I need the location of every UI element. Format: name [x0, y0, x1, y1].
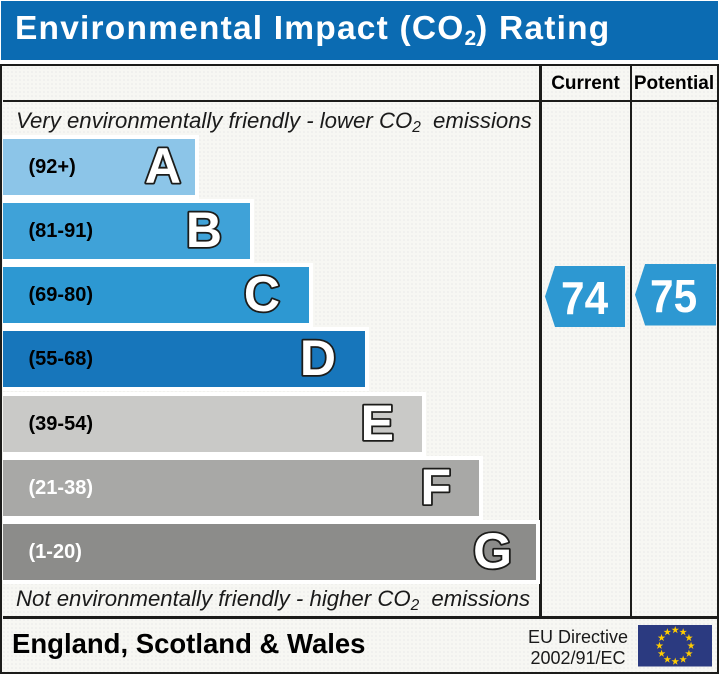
svg-text:E: E — [360, 395, 393, 451]
svg-text:C: C — [244, 266, 280, 322]
svg-text:F: F — [421, 459, 452, 515]
svg-text:A: A — [145, 138, 181, 194]
svg-text:B: B — [186, 202, 222, 258]
svg-text:D: D — [300, 330, 336, 386]
svg-text:G: G — [473, 523, 512, 579]
